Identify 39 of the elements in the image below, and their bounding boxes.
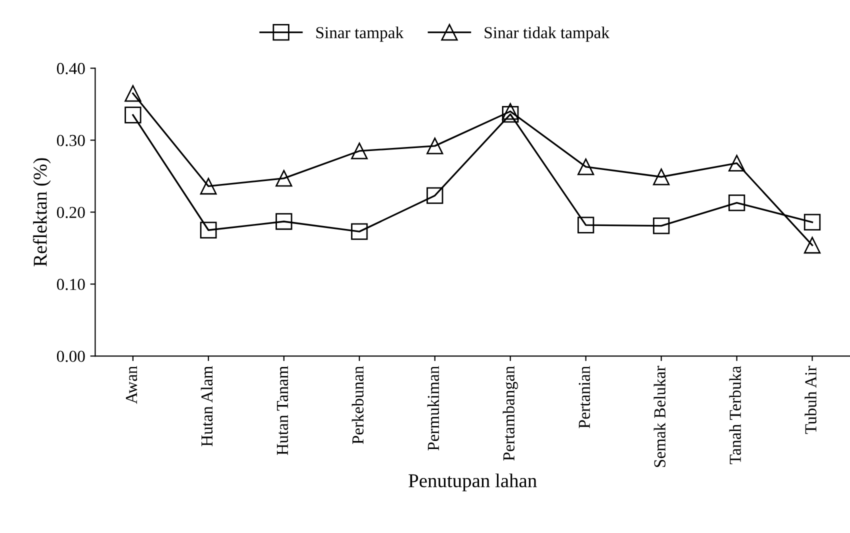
point: [502, 103, 519, 120]
x-tick-label: Pertanian: [578, 366, 590, 428]
point: [200, 178, 217, 195]
y-tick-label: 0.30: [56, 134, 85, 146]
x-tick-label: Hutan Tanam: [276, 366, 288, 455]
x-tick-label: Semak Belukar: [654, 366, 666, 467]
x-tick-label: Awan: [126, 366, 138, 404]
y-tick-label: 0.10: [56, 278, 85, 290]
point: [426, 138, 444, 154]
y-axis-title: Reflektan (%): [32, 158, 51, 266]
point: [728, 194, 746, 212]
point: [652, 168, 670, 186]
x-tick-label: Pertambangan: [502, 366, 518, 461]
y-tick-label: 0.00: [56, 350, 85, 362]
point: [502, 106, 519, 123]
x-axis-title: Penutupan lahan: [408, 474, 537, 492]
legend-label: Sinar tidak tampak: [484, 26, 610, 42]
point: [426, 187, 444, 204]
point: [728, 154, 746, 172]
x-tick-label: Permukiman: [427, 366, 440, 450]
point: [276, 213, 292, 230]
y-tick-label: 0.40: [56, 62, 85, 74]
x-tick-label: Hutan Alam: [200, 366, 213, 446]
point: [804, 214, 821, 231]
point: [351, 142, 368, 160]
point: [577, 216, 594, 234]
point: [124, 106, 142, 124]
y-tick-label: 0.20: [56, 206, 85, 218]
point: [124, 85, 142, 102]
x-tick-label: Tubuh Air: [804, 366, 816, 434]
x-tick-label: Tanah Terbuka: [729, 366, 741, 464]
x-tick-label: Perkebunan: [352, 366, 364, 444]
point: [804, 236, 821, 254]
point: [351, 223, 368, 240]
point: [577, 158, 594, 176]
point: [652, 217, 670, 234]
point: [200, 222, 217, 238]
legend-label: Sinar tampak: [316, 26, 404, 42]
point: [276, 170, 292, 187]
